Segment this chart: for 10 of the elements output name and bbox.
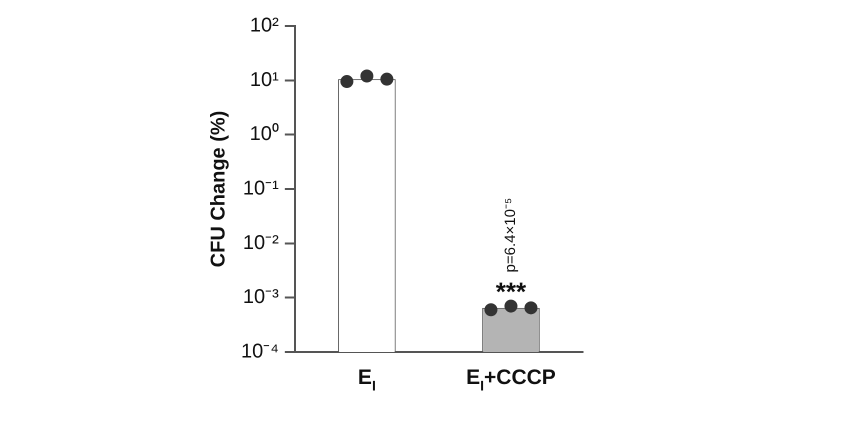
y-tick-label: 10⁻³ [242,286,280,308]
y-tick-label: 10⁻⁴ [240,340,279,363]
y-tick-label: 10⁰ [250,122,279,146]
annotation: *** [496,276,528,307]
annotation: p=6.4×10⁻⁵ [502,198,520,272]
y-axis-title: CFU Change (%) [208,110,230,268]
y-tick-label: 10⁻² [242,232,280,254]
y-tick-label: 10¹ [250,68,280,91]
y-tick-label: 10² [250,14,280,37]
y-tick-label: 10⁻¹ [242,178,280,200]
